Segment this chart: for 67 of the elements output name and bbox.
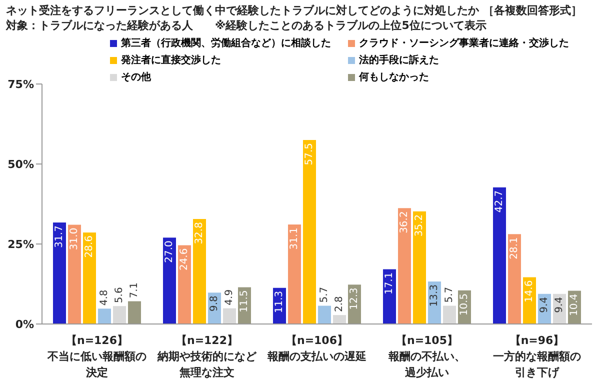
data-label: 24.6 — [179, 248, 190, 271]
data-label: 4.8 — [99, 290, 110, 306]
x-tick-label: 【n=96】一方的な報酬額の引き下げ — [493, 334, 581, 379]
data-label: 5.6 — [114, 287, 125, 304]
legend-label: 第三者（行政機関、労働組合など）に相談した — [121, 36, 331, 50]
data-label: 4.9 — [224, 289, 235, 306]
bar — [493, 187, 506, 324]
data-label: 12.3 — [349, 288, 360, 310]
bar — [68, 224, 81, 324]
data-label: 2.8 — [334, 296, 345, 312]
data-label: 10.5 — [459, 293, 470, 316]
legend-label: 何もしなかった — [359, 70, 429, 84]
data-label: 9.4 — [554, 296, 565, 313]
bar — [318, 306, 331, 324]
data-label: 14.6 — [524, 280, 535, 303]
data-label: 31.0 — [69, 228, 80, 250]
bar — [413, 211, 426, 324]
data-label: 32.8 — [194, 222, 205, 244]
x-tick-label: 【n=106】報酬の支払いの遅延 — [266, 334, 366, 363]
x-tick-label: 【n=105】報酬の不払い、過少払い — [388, 334, 466, 379]
data-label: 28.1 — [509, 237, 520, 260]
bar — [163, 238, 176, 324]
x-tick-label: 【n=122】納期や技術的になど無理な注文 — [156, 334, 258, 379]
legend-label: その他 — [121, 70, 151, 84]
data-label: 42.7 — [494, 190, 505, 213]
bar — [53, 222, 66, 324]
bar — [303, 140, 316, 324]
bar — [193, 219, 206, 324]
bar — [398, 208, 411, 324]
data-label: 7.1 — [129, 282, 140, 298]
bar — [178, 245, 191, 324]
data-label: 5.7 — [444, 286, 455, 303]
data-label: 5.7 — [319, 286, 330, 303]
chart-subtitle: 対象：トラブルになった経験がある人 ※経験したことのあるトラブルの上位5位について表示 — [6, 18, 488, 33]
data-label: 9.8 — [209, 296, 220, 312]
bar — [113, 306, 126, 324]
bar — [508, 234, 521, 324]
data-label: 9.4 — [539, 296, 550, 313]
x-tick-label: 【n=126】不当に低い報酬額の決定 — [46, 334, 146, 379]
bar — [98, 308, 111, 324]
data-label: 31.1 — [289, 227, 300, 250]
legend-label: 法的手段に訴えた — [359, 54, 439, 67]
data-label: 28.6 — [84, 235, 95, 258]
bar — [333, 315, 346, 324]
legend-label: 発注者に直接交渉した — [121, 53, 221, 67]
bar — [223, 308, 236, 324]
y-tick-label: 50% — [8, 158, 34, 171]
bar — [383, 269, 396, 324]
bar — [443, 306, 456, 324]
y-tick-label: 0% — [15, 318, 34, 331]
y-tick-label: 25% — [8, 238, 34, 251]
legend-label: クラウド・ソーシング事業者に連絡・交渉した — [359, 36, 569, 50]
bar — [83, 232, 96, 324]
data-label: 11.3 — [274, 290, 285, 314]
data-label: 57.5 — [304, 143, 315, 166]
data-label: 35.2 — [414, 214, 425, 237]
y-tick-label: 75% — [8, 78, 34, 91]
data-label: 10.4 — [569, 294, 580, 316]
bar — [128, 301, 141, 324]
data-label: 13.3 — [429, 284, 440, 307]
data-label: 36.2 — [399, 211, 410, 234]
data-label: 11.5 — [239, 290, 250, 312]
chart-title: ネット受注をするフリーランスとして働く中で経験したトラブルに対してどのように対処したか ［各複数回答形式］ — [6, 3, 582, 18]
data-label: 27.0 — [164, 240, 175, 263]
data-label: 31.7 — [54, 226, 65, 248]
bar — [288, 224, 301, 324]
data-label: 17.1 — [384, 272, 395, 295]
